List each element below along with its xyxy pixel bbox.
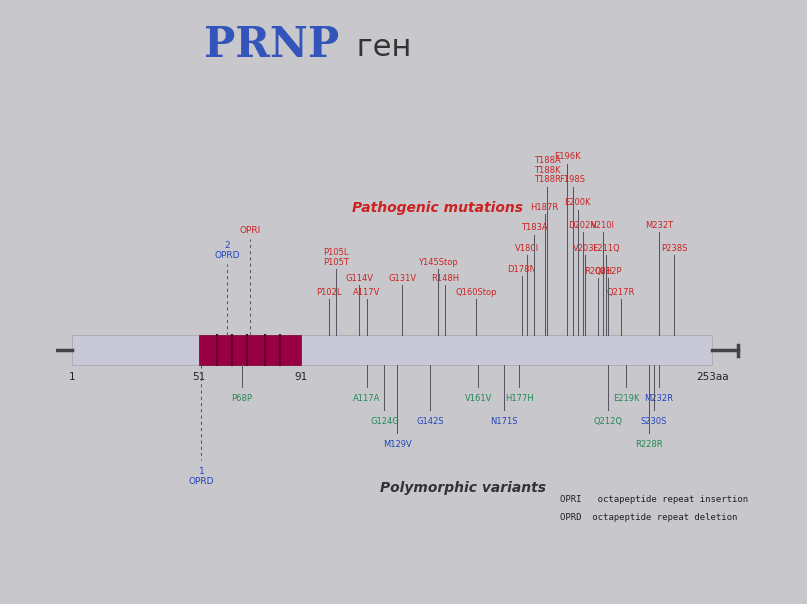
Text: D202N: D202N (568, 221, 597, 230)
Bar (199, 335, 300, 365)
Text: A117V: A117V (353, 288, 380, 297)
Text: S230S: S230S (641, 417, 667, 426)
Text: P102L: P102L (316, 288, 341, 297)
Text: Q212P: Q212P (595, 267, 622, 276)
Text: 253aa: 253aa (696, 372, 729, 382)
Text: T183A: T183A (521, 223, 548, 233)
Text: V210I: V210I (591, 221, 615, 230)
Text: G124G: G124G (370, 417, 399, 426)
Text: 2
OPRD: 2 OPRD (214, 241, 240, 260)
Text: H177H: H177H (505, 394, 533, 403)
Text: OPRI   octapeptide repeat insertion: OPRI octapeptide repeat insertion (560, 495, 748, 504)
Text: P238S: P238S (661, 244, 688, 253)
Text: M232T: M232T (645, 221, 673, 230)
Bar (72, 335, 713, 365)
Text: R208H: R208H (584, 267, 612, 276)
Text: Q217R: Q217R (607, 288, 635, 297)
Text: Q160Stop: Q160Stop (455, 288, 496, 297)
Text: G114V: G114V (345, 274, 373, 283)
Text: H187R: H187R (530, 203, 558, 212)
Text: G142S: G142S (416, 417, 444, 426)
Text: R228R: R228R (635, 440, 663, 449)
Text: E196K: E196K (554, 152, 581, 161)
Text: 1: 1 (69, 372, 75, 382)
Text: E211Q: E211Q (592, 244, 620, 253)
Text: Pathogenic mutations: Pathogenic mutations (353, 201, 523, 216)
Text: R148H: R148H (432, 274, 459, 283)
Text: P105L
P105T: P105L P105T (323, 248, 349, 267)
Text: V180I: V180I (515, 244, 539, 253)
Text: Q212Q: Q212Q (594, 417, 623, 426)
Text: A117A: A117A (353, 394, 380, 403)
Text: 51: 51 (192, 372, 206, 382)
Text: N171S: N171S (490, 417, 517, 426)
Text: M232R: M232R (645, 394, 674, 403)
Text: M129V: M129V (383, 440, 412, 449)
Text: E200K: E200K (564, 198, 591, 207)
Text: Y145Stop: Y145Stop (418, 258, 458, 267)
Text: Polymorphic variants: Polymorphic variants (380, 481, 546, 495)
Text: T188A
T188K
T188R: T188A T188K T188R (533, 156, 561, 184)
Text: G131V: G131V (388, 274, 416, 283)
Text: 91: 91 (294, 372, 307, 382)
Text: V161V: V161V (465, 394, 492, 403)
Text: OPRI: OPRI (239, 226, 261, 235)
Text: D178N: D178N (508, 265, 536, 274)
Text: F198S: F198S (559, 175, 586, 184)
Text: P68P: P68P (232, 394, 253, 403)
Text: V203I: V203I (573, 244, 597, 253)
Text: 1
OPRD: 1 OPRD (189, 467, 214, 486)
Text: ген: ген (347, 33, 412, 62)
Text: PRNP: PRNP (204, 24, 339, 66)
Text: OPRD  octapeptide repeat deletion: OPRD octapeptide repeat deletion (560, 513, 738, 522)
Text: E219K: E219K (613, 394, 639, 403)
